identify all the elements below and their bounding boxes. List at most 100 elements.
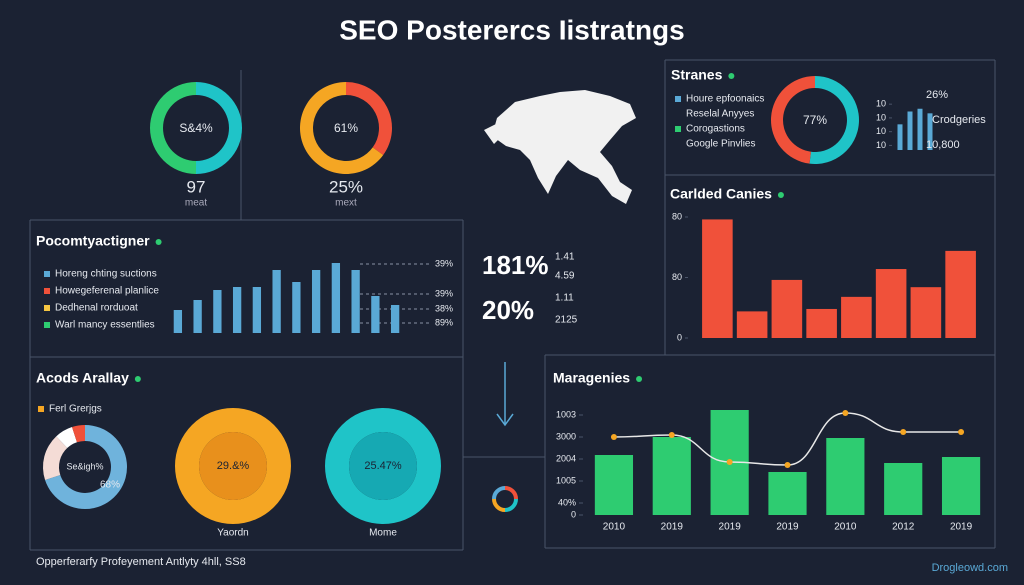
- donut-center-label: S&4%: [179, 121, 213, 135]
- annotation: 10,800: [926, 139, 960, 151]
- bar: [390, 305, 400, 333]
- side-label: 68%: [100, 480, 120, 491]
- donut-segment: [45, 425, 128, 509]
- annotation: Crodgeries: [932, 114, 986, 126]
- bar: [897, 124, 903, 150]
- down-arrow: [496, 362, 514, 427]
- bar: [907, 111, 913, 150]
- bar: [311, 270, 321, 333]
- y-tick-label: 2004: [556, 453, 576, 463]
- title-dot: [155, 239, 162, 245]
- donut-segment: [300, 82, 384, 174]
- bar: [292, 282, 301, 333]
- bar: [945, 250, 976, 338]
- x-tick-label: 2019: [719, 522, 742, 533]
- legend-swatch: [675, 126, 681, 132]
- legend-label: Ferl Grerjgs: [49, 404, 102, 415]
- y-tick-label: 80: [672, 211, 682, 221]
- caption: mext: [335, 198, 357, 209]
- bar: [927, 113, 933, 150]
- legend-label: Howegeferenal planlice: [55, 286, 159, 297]
- line-marker: [610, 434, 617, 440]
- stat: 181%: [482, 250, 549, 280]
- donut-segment: [56, 427, 77, 449]
- y-tick-label: 10: [876, 112, 886, 122]
- legend-swatch: [675, 111, 681, 117]
- bar: [768, 472, 807, 515]
- donut-segment: [325, 408, 441, 524]
- line-marker: [900, 429, 907, 435]
- annotation: 26%: [926, 89, 948, 101]
- legend-label: Reselal Anyyes: [686, 109, 754, 120]
- bar: [252, 287, 262, 333]
- x-tick-label: 2010: [603, 522, 626, 533]
- bar: [917, 108, 923, 150]
- title-dot: [134, 376, 141, 382]
- caption-value: 97: [187, 177, 206, 196]
- line-marker: [842, 410, 849, 416]
- y-tick-label: 10: [876, 140, 886, 150]
- legend-label: Warl mancy essentlies: [55, 320, 155, 331]
- x-tick-label: 2010: [834, 522, 857, 533]
- donut-segment: [150, 82, 196, 174]
- legend-swatch: [38, 406, 44, 412]
- line-marker: [726, 459, 733, 465]
- y-tick-label: 10: [876, 99, 886, 109]
- x-tick-label: 2019: [950, 522, 973, 533]
- bar: [272, 270, 281, 333]
- y-tick-label: 39%: [435, 288, 453, 298]
- y-tick-label: 1005: [556, 475, 576, 485]
- donut-core: [199, 432, 267, 500]
- legend-label: Dedhenal rorduoat: [55, 303, 138, 314]
- bar: [652, 437, 691, 515]
- panel-title: Acods Arallay: [36, 370, 129, 386]
- bar: [941, 457, 981, 515]
- legend-swatch: [675, 96, 681, 102]
- caption: meat: [185, 198, 207, 209]
- y-tick-label: 0: [571, 509, 576, 519]
- footer: Opperferarfy Profeyement Antlyty 4hll, S…: [36, 556, 246, 568]
- title-dot: [728, 73, 735, 79]
- donut-segment: [809, 76, 859, 164]
- legend-label: Corogastions: [686, 124, 745, 135]
- bar: [193, 300, 202, 333]
- ring-icon: [492, 486, 518, 512]
- caption-value: 25%: [329, 177, 363, 196]
- y-tick-label: 89%: [435, 317, 453, 327]
- panel-title: Stranes: [671, 67, 723, 83]
- x-tick-label: 2019: [661, 522, 684, 533]
- donut-segment: [196, 82, 242, 174]
- donut-segment: [770, 76, 815, 164]
- x-tick-label: 2019: [776, 522, 799, 533]
- panel-title: Carlded Canies: [670, 186, 772, 202]
- panel-borders: [29, 59, 996, 551]
- line-marker: [958, 429, 965, 435]
- y-tick-label: 10: [876, 126, 886, 136]
- legend-swatch: [44, 288, 50, 294]
- title-dot: [777, 192, 784, 198]
- donut-center-label: 61%: [334, 121, 358, 135]
- donut-segment: [43, 436, 68, 480]
- y-tick-label: 3000: [556, 431, 576, 441]
- title-dot: [636, 376, 643, 382]
- bar: [232, 287, 242, 333]
- y-tick-label: 38%: [435, 303, 453, 313]
- legend-swatch: [44, 271, 50, 277]
- bar: [594, 455, 634, 515]
- panel-title: Pocomtyactigner: [36, 233, 150, 249]
- donut-core: [349, 432, 417, 500]
- y-tick-label: 0: [677, 332, 682, 342]
- x-tick-label: 2012: [892, 522, 915, 533]
- donut-center-label: 29.&%: [217, 460, 250, 472]
- stat: 1.11: [555, 293, 574, 304]
- y-tick-label: 1003: [556, 409, 576, 419]
- bar: [331, 263, 341, 333]
- line-marker: [668, 432, 675, 438]
- legend-label: Google Pinvlies: [686, 139, 755, 150]
- bar: [702, 219, 733, 338]
- line-marker: [784, 462, 791, 468]
- panel-title: Maragenies: [553, 370, 630, 386]
- donut-segment: [72, 425, 85, 443]
- bar: [826, 438, 865, 515]
- legend-swatch: [44, 322, 50, 328]
